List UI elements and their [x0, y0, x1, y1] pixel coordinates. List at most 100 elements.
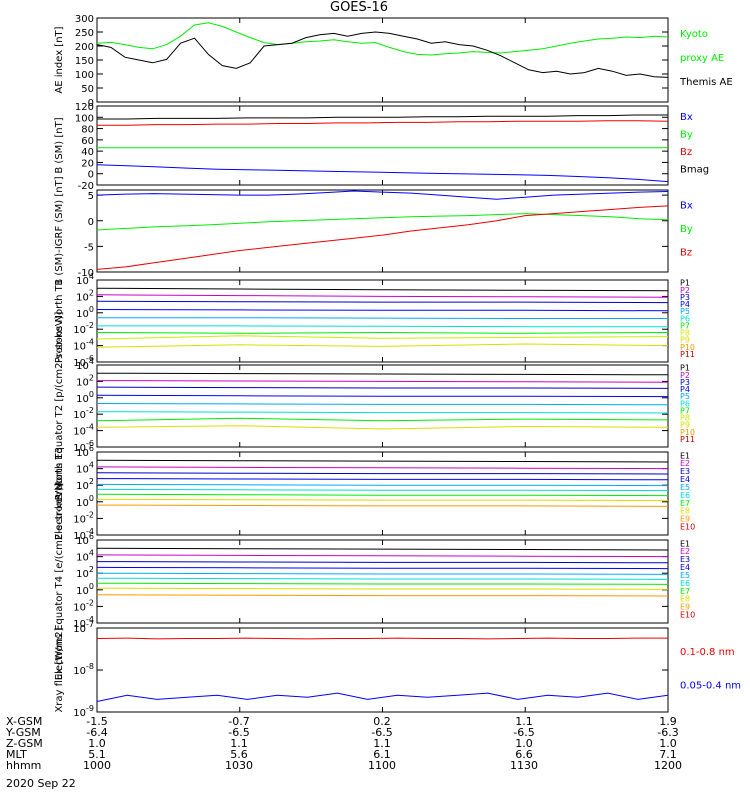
series-line-et4-e5 [96, 572, 669, 575]
ytick-label: 200 [75, 42, 94, 53]
legend-label-et4: E2 [680, 547, 690, 556]
xaxis-value: 7.1 [659, 748, 677, 761]
series-line-pt1-p5 [97, 317, 668, 319]
date-label: 2020 Sep 22 [6, 777, 76, 790]
xaxis-value: 1.1 [373, 737, 391, 750]
ytick-label: 10-4 [73, 615, 94, 630]
series-line-xray-0-05-0-4-nm [96, 692, 669, 702]
legend-label-pt1: P11 [680, 350, 695, 359]
series-line-et3-e6 [96, 488, 669, 492]
series-line-bigrf-by [96, 213, 669, 231]
ytick-label: -5 [84, 242, 94, 253]
legend-label-pt1: P3 [680, 293, 690, 302]
series-line-pt2-p3 [96, 386, 669, 389]
legend-label-pt2: P10 [680, 428, 695, 437]
xaxis-value: -6.5 [371, 726, 392, 739]
ylabel-pt1: Protons North T1 [54, 279, 65, 363]
series-line-et3-e9 [96, 504, 669, 507]
ytick-label: 40 [81, 147, 94, 158]
ytick-label: 100 [76, 494, 94, 509]
series-line-pt1-p4 [96, 309, 669, 312]
ytick-label: 10-4 [73, 338, 94, 353]
series-line-et4-e9 [96, 594, 669, 597]
ytick-label: 0 [88, 170, 94, 181]
series-line-xray-0-1-0-8-nm [96, 637, 668, 640]
panel-frame-xray [96, 627, 669, 713]
series-line-pt1-p7 [96, 331, 669, 334]
series-line-pt2-p2 [96, 380, 669, 383]
xaxis-value: 1.1 [515, 715, 533, 728]
ytick-label: 100 [76, 390, 94, 405]
legend-label-et4: E8 [680, 595, 690, 604]
series-line-et3-e2 [96, 466, 669, 470]
series-line-pt2-p1 [96, 372, 669, 376]
ytick-label: 150 [75, 56, 94, 67]
series-line-bsm-bz [97, 120, 669, 126]
ytick-label: 80 [81, 125, 94, 136]
legend-label-pt2: P5 [680, 392, 690, 401]
series-line-et4-e4 [96, 566, 669, 570]
legend-label-pt2: P8 [680, 414, 690, 423]
legend-label-et4: E9 [680, 603, 690, 612]
legend-label-et3: E2 [680, 459, 690, 468]
ylabel-ae: AE index [nT] [54, 26, 65, 93]
legend-label-bigrf: Bx [680, 201, 693, 212]
xaxis-value: 6.6 [515, 748, 533, 761]
legend-label-xray: 0.1-0.8 nm [680, 647, 735, 658]
xaxis-value: -0.7 [228, 715, 249, 728]
xaxis-row-label: X-GSM [6, 715, 42, 728]
series-line-pt1-p9 [96, 343, 669, 348]
legend-label-pt1: P9 [680, 336, 690, 345]
series-line-et3-e8 [96, 498, 669, 502]
xaxis-value: -6.3 [657, 726, 678, 739]
xaxis-value: 1000 [83, 759, 111, 772]
xaxis-value: 5.6 [230, 748, 248, 761]
series-line-et4-e8 [96, 587, 669, 590]
ylabel-bigrf: B (SM)-IGRF (SM) [nT] [54, 176, 65, 285]
ytick-label: 100 [76, 305, 94, 320]
ytick-label: 10-2 [73, 406, 94, 421]
ytick-label: 10-4 [73, 527, 94, 542]
xaxis-value: -6.5 [513, 726, 534, 739]
legend-label-ae: Themis AE [679, 77, 733, 88]
legend-label-bsm: Bz [680, 147, 692, 158]
ytick-label: 104 [76, 357, 94, 372]
xaxis-value: 1.0 [659, 737, 677, 750]
legend-label-pt1: P7 [680, 321, 690, 330]
legend-label-pt1: P6 [680, 314, 690, 323]
series-line-et4-e1 [96, 547, 669, 551]
legend-label-et4: E3 [680, 555, 690, 564]
ytick-label: 102 [76, 288, 94, 303]
series-line-bigrf-bx [96, 190, 669, 200]
xaxis-value: 5.1 [88, 748, 106, 761]
series-line-et3-e3 [96, 472, 669, 475]
legend-label-pt2: P4 [680, 385, 690, 394]
legend-label-et3: E7 [680, 499, 690, 508]
ytick-label: 100 [76, 582, 94, 597]
xaxis-value: 6.1 [373, 748, 391, 761]
xaxis-value: 1.9 [659, 715, 677, 728]
ytick-label: 102 [76, 477, 94, 492]
legend-label-pt1: P8 [680, 329, 690, 338]
legend-label-xray: 0.05-0.4 nm [680, 680, 741, 691]
legend-label-et3: E4 [680, 475, 690, 484]
panel-frame-pt2 [96, 364, 669, 448]
legend-label-bigrf: Bz [680, 248, 692, 259]
ytick-label: 0 [88, 98, 94, 109]
ytick-label: 104 [76, 272, 94, 287]
series-line-pt2-p6 [96, 411, 669, 414]
panel-frame-pt1 [96, 279, 669, 363]
ytick-label: 5 [88, 191, 94, 202]
legend-label-pt1: P5 [680, 307, 690, 316]
xaxis-value: 1100 [368, 759, 396, 772]
ytick-label: 106 [76, 444, 94, 459]
ytick-label: 10-2 [73, 598, 94, 613]
legend-label-bigrf: By [680, 224, 693, 235]
legend-label-et3: E3 [680, 467, 690, 476]
ytick-label: 106 [76, 532, 94, 547]
series-line-pt2-p8 [96, 425, 669, 430]
series-line-et3-e1 [96, 459, 669, 463]
ytick-label: 50 [81, 84, 94, 95]
ytick-label: 104 [76, 461, 94, 476]
legend-label-bsm: Bmag [680, 165, 709, 176]
